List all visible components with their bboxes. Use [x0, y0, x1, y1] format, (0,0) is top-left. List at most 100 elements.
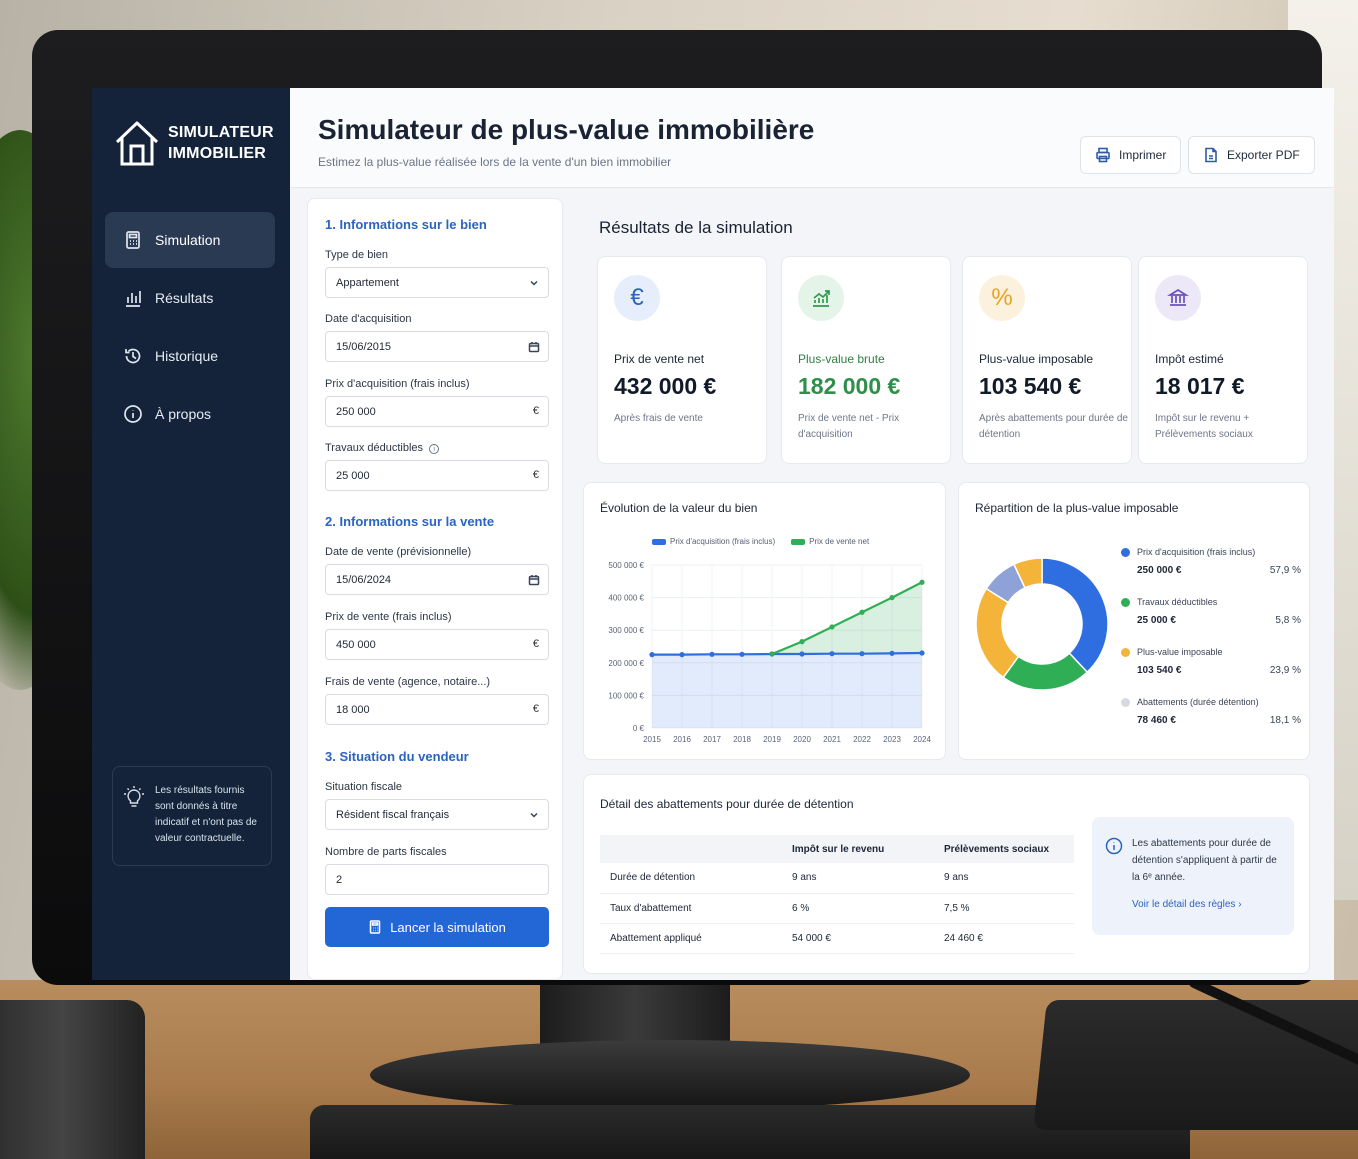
acq-price-field[interactable]: 250 000 € [325, 396, 549, 427]
table-cell: Durée de détention [600, 863, 782, 894]
legend-value: 103 540 € [1137, 665, 1182, 676]
info-small-icon[interactable]: i [429, 444, 440, 454]
table-row: Durée de détention 9 ans 9 ans [600, 863, 1074, 894]
run-simulation-label: Lancer la simulation [390, 919, 506, 935]
series-line-acquisition [652, 651, 923, 656]
sale-fees-field[interactable]: 18 000 € [325, 694, 549, 725]
works-value: 25 000 [336, 470, 370, 482]
notebook [1033, 1000, 1358, 1130]
data-point-acquisition [859, 651, 865, 657]
export-pdf-button[interactable]: Exporter PDF [1188, 136, 1315, 174]
kpi-icon-badge: € [614, 275, 660, 321]
legend-dot [1121, 698, 1130, 707]
info-icon [124, 405, 142, 423]
legend-name: Travaux déductibles [1137, 597, 1218, 607]
sidebar: SIMULATEUR IMMOBILIER Simulation Résulta… [92, 88, 290, 980]
legend-pct: 5,8 % [1275, 615, 1301, 626]
acq-date-field[interactable]: 15/06/2015 [325, 331, 549, 362]
section-title-bien: 1. Informations sur le bien [325, 217, 487, 232]
simulation-form: 1. Informations sur le bien Type de bien… [307, 198, 563, 980]
kpi-note: Prix de vente net - Prix d'acquisition [798, 413, 900, 440]
sale-price-field[interactable]: 450 000 € [325, 629, 549, 660]
donut-slice [1041, 557, 1109, 674]
works-field[interactable]: 25 000 € [325, 460, 549, 491]
legend-name: Abattements (durée détention) [1137, 697, 1259, 707]
page-title: Simulateur de plus-value immobilière [318, 114, 815, 145]
legend-name: Plus-value imposable [1137, 647, 1223, 657]
chevron-right-icon: › [1238, 899, 1242, 910]
sale-price-value: 450 000 [336, 639, 376, 651]
x-tick-label: 2018 [733, 735, 751, 744]
kpi-icon-badge [798, 275, 844, 321]
table-cell: 24 460 € [934, 923, 1074, 954]
run-simulation-button[interactable]: Lancer la simulation [325, 907, 549, 947]
euro-icon: € [630, 284, 644, 311]
repartition-chart-card: Répartition de la plus-value imposable P… [958, 482, 1310, 760]
kpi-icon-badge: % [979, 275, 1025, 321]
sale-fees-value: 18 000 [336, 704, 370, 716]
rules-detail-link-label: Voir le détail des règles [1132, 899, 1236, 910]
table-cell: 54 000 € [782, 923, 934, 954]
kpi-note: Après frais de vente [614, 413, 703, 424]
legend-pct: 57,9 % [1269, 565, 1301, 576]
sidebar-item-historique[interactable]: Historique [105, 328, 275, 384]
sale-date-field[interactable]: 15/06/2024 [325, 564, 549, 595]
sidebar-item-label: À propos [155, 406, 212, 422]
x-tick-label: 2017 [703, 735, 721, 744]
kpi-card-plus-value-imposable: % Plus-value imposable 103 540 € Après a… [962, 256, 1132, 464]
abattements-table: Impôt sur le revenu Prélèvements sociaux… [600, 835, 1074, 954]
rules-detail-link[interactable]: Voir le détail des règles › [1132, 896, 1282, 913]
history-icon [125, 348, 141, 364]
type-select-value: Appartement [336, 277, 399, 289]
y-tick-label: 0 € [633, 724, 645, 733]
kpi-label: Impôt estimé [1155, 352, 1224, 366]
info-icon [1105, 837, 1123, 855]
donut-slice [975, 587, 1020, 679]
data-point-vente [859, 609, 865, 615]
legend-item: Travaux déductibles 25 000 € 5,8 % [1121, 595, 1301, 645]
print-button[interactable]: Imprimer [1080, 136, 1182, 174]
evolution-chart: 0 € 100 000 € 200 000 € 300 000 € 400 000 € 5… [608, 561, 931, 744]
x-tick-label: 2024 [913, 735, 931, 744]
x-tick-label: 2021 [823, 735, 841, 744]
parts-field[interactable]: 2 [325, 864, 549, 895]
sidebar-item-label: Simulation [155, 232, 221, 248]
brand-name: SIMULATEUR IMMOBILIER [168, 124, 274, 162]
monitor-base [370, 1040, 970, 1110]
table-row: Taux d'abattement 6 % 7,5 % [600, 893, 1074, 924]
tax-label: Situation fiscale [325, 781, 403, 793]
sidebar-item-simulation[interactable]: Simulation [105, 212, 275, 268]
results-title: Résultats de la simulation [599, 218, 793, 237]
legend-item-vente: Prix de vente net [791, 537, 869, 546]
sidebar-item-resultats[interactable]: Résultats [105, 270, 275, 326]
evolution-chart-card: Évolution de la valeur du bien Prix d'ac… [583, 482, 946, 760]
kpi-label: Plus-value imposable [979, 352, 1094, 366]
area-vente [772, 582, 922, 654]
kpi-value: 182 000 € [798, 373, 901, 399]
tax-select[interactable]: Résident fiscal français [325, 799, 549, 830]
data-point-vente [769, 651, 775, 657]
currency-suffix: € [532, 638, 539, 650]
donut-slice [1012, 557, 1043, 589]
chevron-down-icon [530, 812, 538, 818]
sidebar-item-a-propos[interactable]: À propos [105, 386, 275, 442]
data-point-vente [799, 639, 805, 645]
y-tick-label: 100 000 € [608, 691, 644, 700]
table-cell: 7,5 % [934, 893, 1074, 924]
table-row: Abattement appliqué 54 000 € 24 460 € [600, 923, 1074, 954]
table-header-row: Impôt sur le revenu Prélèvements sociaux [600, 835, 1074, 863]
x-tick-label: 2020 [793, 735, 811, 744]
sidebar-item-label: Historique [155, 348, 219, 364]
legend-name: Prix d'acquisition (frais inclus) [1137, 547, 1256, 557]
x-tick-label: 2022 [853, 735, 871, 744]
repartition-donut [975, 557, 1109, 691]
type-select[interactable]: Appartement [325, 267, 549, 298]
printer-icon [1096, 147, 1110, 163]
table-cell: Taux d'abattement [600, 893, 782, 924]
legend-item: Plus-value imposable 103 540 € 23,9 % [1121, 645, 1301, 695]
legend-value: 250 000 € [1137, 565, 1182, 576]
y-tick-label: 300 000 € [608, 626, 644, 635]
sale-fees-label: Frais de vente (agence, notaire...) [325, 676, 491, 688]
calculator-icon [369, 920, 381, 934]
tax-select-value: Résident fiscal français [336, 809, 450, 821]
